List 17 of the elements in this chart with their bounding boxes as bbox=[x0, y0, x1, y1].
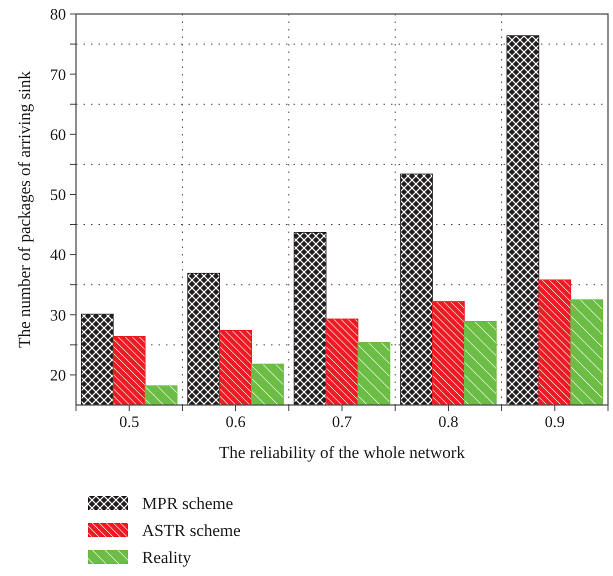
y-tick-label: 30 bbox=[50, 307, 66, 324]
y-tick-label: 50 bbox=[50, 187, 66, 204]
legend-label: ASTR scheme bbox=[142, 520, 241, 540]
x-axis-title: The reliability of the whole network bbox=[219, 443, 466, 462]
legend-label: Reality bbox=[142, 548, 192, 567]
x-tick-label: 0.8 bbox=[438, 414, 458, 431]
y-tick-label: 40 bbox=[50, 247, 66, 264]
x-tick-label: 0.7 bbox=[332, 414, 352, 431]
y-tick-label: 80 bbox=[50, 6, 66, 24]
x-tick-label: 0.6 bbox=[226, 414, 246, 431]
y-tick-label: 70 bbox=[50, 66, 66, 84]
y-axis-title: The number of packages of arriving sink bbox=[15, 70, 34, 348]
legend-label: MPR scheme bbox=[142, 494, 234, 513]
y-tick-label: 60 bbox=[50, 126, 66, 144]
x-tick-label: 0.9 bbox=[544, 414, 565, 431]
x-tick-label: 0.5 bbox=[119, 414, 140, 431]
y-tick-label: 20 bbox=[50, 368, 66, 385]
